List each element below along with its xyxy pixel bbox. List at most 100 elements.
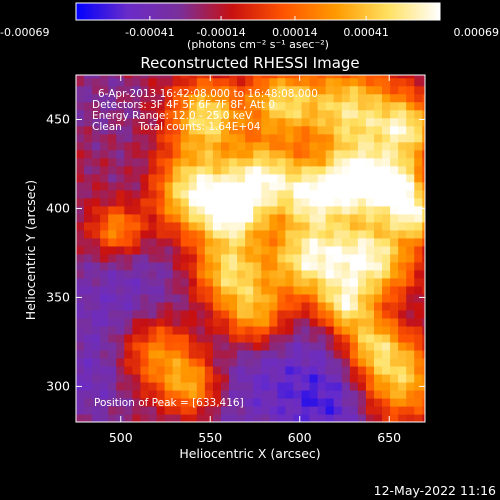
heatmap-cell	[220, 269, 230, 279]
heatmap-cell	[148, 285, 158, 295]
heatmap-cell	[204, 253, 214, 263]
heatmap-cell	[172, 277, 182, 287]
heatmap-cell	[180, 245, 190, 255]
heatmap-cell	[253, 285, 262, 295]
heatmap-cell	[116, 333, 125, 343]
heatmap-cell	[357, 357, 367, 367]
heatmap-cell	[406, 277, 415, 287]
heatmap-cell	[132, 205, 142, 215]
heatmap-cell	[245, 141, 254, 151]
heatmap-cell	[277, 285, 286, 295]
heatmap-cell	[229, 325, 238, 335]
heatmap-cell	[76, 397, 85, 407]
heatmap-cell	[148, 333, 158, 343]
heatmap-cell	[116, 325, 125, 335]
heatmap-cell	[76, 165, 85, 175]
heatmap-cell	[333, 349, 343, 359]
heatmap-cell	[164, 133, 174, 143]
heatmap-cell	[349, 245, 359, 255]
heatmap-cell	[188, 277, 198, 287]
heatmap-cell	[341, 173, 351, 183]
heatmap-cell	[108, 229, 117, 239]
heatmap-cell	[333, 149, 343, 159]
heatmap-cell	[373, 325, 383, 335]
heatmap-cell	[229, 301, 238, 311]
heatmap-cell	[148, 157, 158, 167]
heatmap-cell	[390, 125, 399, 135]
heatmap-cell	[100, 149, 109, 159]
heatmap-cell	[261, 133, 270, 143]
heatmap-cell	[172, 301, 182, 311]
heatmap-cell	[325, 205, 335, 215]
heatmap-cell	[301, 173, 311, 183]
heatmap-cell	[212, 213, 222, 223]
heatmap-cell	[269, 389, 278, 399]
heatmap-cell	[188, 165, 198, 175]
heatmap-cell	[325, 77, 335, 87]
heatmap-cell	[204, 75, 214, 79]
heatmap-cell	[156, 277, 166, 287]
heatmap-cell	[196, 229, 206, 239]
heatmap-cell	[76, 253, 85, 263]
heatmap-cell	[293, 269, 303, 279]
heatmap-cell	[285, 349, 295, 359]
heatmap-cell	[422, 165, 425, 175]
heatmap-cell	[204, 173, 214, 183]
heatmap-cell	[341, 333, 351, 343]
heatmap-cell	[341, 317, 351, 327]
heatmap-cell	[220, 165, 230, 175]
heatmap-cell	[398, 77, 407, 87]
heatmap-cell	[406, 309, 415, 319]
heatmap-cell	[317, 357, 327, 367]
heatmap-cell	[100, 157, 109, 167]
heatmap-cell	[116, 93, 125, 103]
heatmap-cell	[196, 109, 206, 119]
heatmap-cell	[245, 221, 254, 231]
heatmap-cell	[140, 109, 150, 119]
heatmap-cell	[132, 349, 142, 359]
heatmap-cell	[245, 413, 254, 422]
heatmap-cell	[76, 365, 85, 375]
heatmap-cell	[301, 77, 311, 87]
heatmap-cell	[325, 149, 335, 159]
heatmap-cell	[341, 269, 351, 279]
heatmap-cell	[301, 189, 311, 199]
heatmap-cell	[204, 93, 214, 103]
heatmap-cell	[333, 309, 343, 319]
heatmap-cell	[229, 381, 238, 391]
heatmap-cell	[116, 341, 125, 351]
heatmap-cell	[132, 261, 142, 271]
heatmap-cell	[269, 141, 278, 151]
heatmap-cell	[188, 397, 198, 407]
heatmap-cell	[116, 165, 125, 175]
heatmap-cell	[382, 101, 391, 111]
annotation-counts: Clean Total counts: 1.64E+04	[92, 121, 261, 133]
heatmap-cell	[261, 165, 270, 175]
heatmap-cell	[156, 133, 166, 143]
heatmap-cell	[140, 237, 150, 247]
heatmap-cell	[349, 229, 359, 239]
heatmap-cell	[188, 357, 198, 367]
heatmap-cell	[406, 189, 415, 199]
heatmap-cell	[132, 317, 142, 327]
heatmap-cell	[390, 413, 399, 422]
heatmap-cell	[196, 309, 206, 319]
heatmap-cell	[357, 189, 367, 199]
heatmap-cell	[253, 229, 262, 239]
heatmap-cell	[229, 245, 238, 255]
heatmap-cell	[220, 213, 230, 223]
heatmap-cell	[349, 117, 359, 127]
heatmap-cell	[212, 373, 222, 383]
heatmap-cell	[84, 397, 93, 407]
heatmap-cell	[325, 157, 335, 167]
heatmap-cell	[422, 237, 425, 247]
heatmap-cell	[156, 245, 166, 255]
heatmap-cell	[414, 317, 423, 327]
heatmap-cell	[124, 413, 133, 422]
heatmap-cell	[180, 309, 190, 319]
heatmap-cell	[261, 125, 270, 135]
heatmap-cell	[172, 341, 182, 351]
heatmap-cell	[156, 75, 166, 79]
heatmap-cell	[285, 277, 295, 287]
heatmap-cell	[180, 293, 190, 303]
